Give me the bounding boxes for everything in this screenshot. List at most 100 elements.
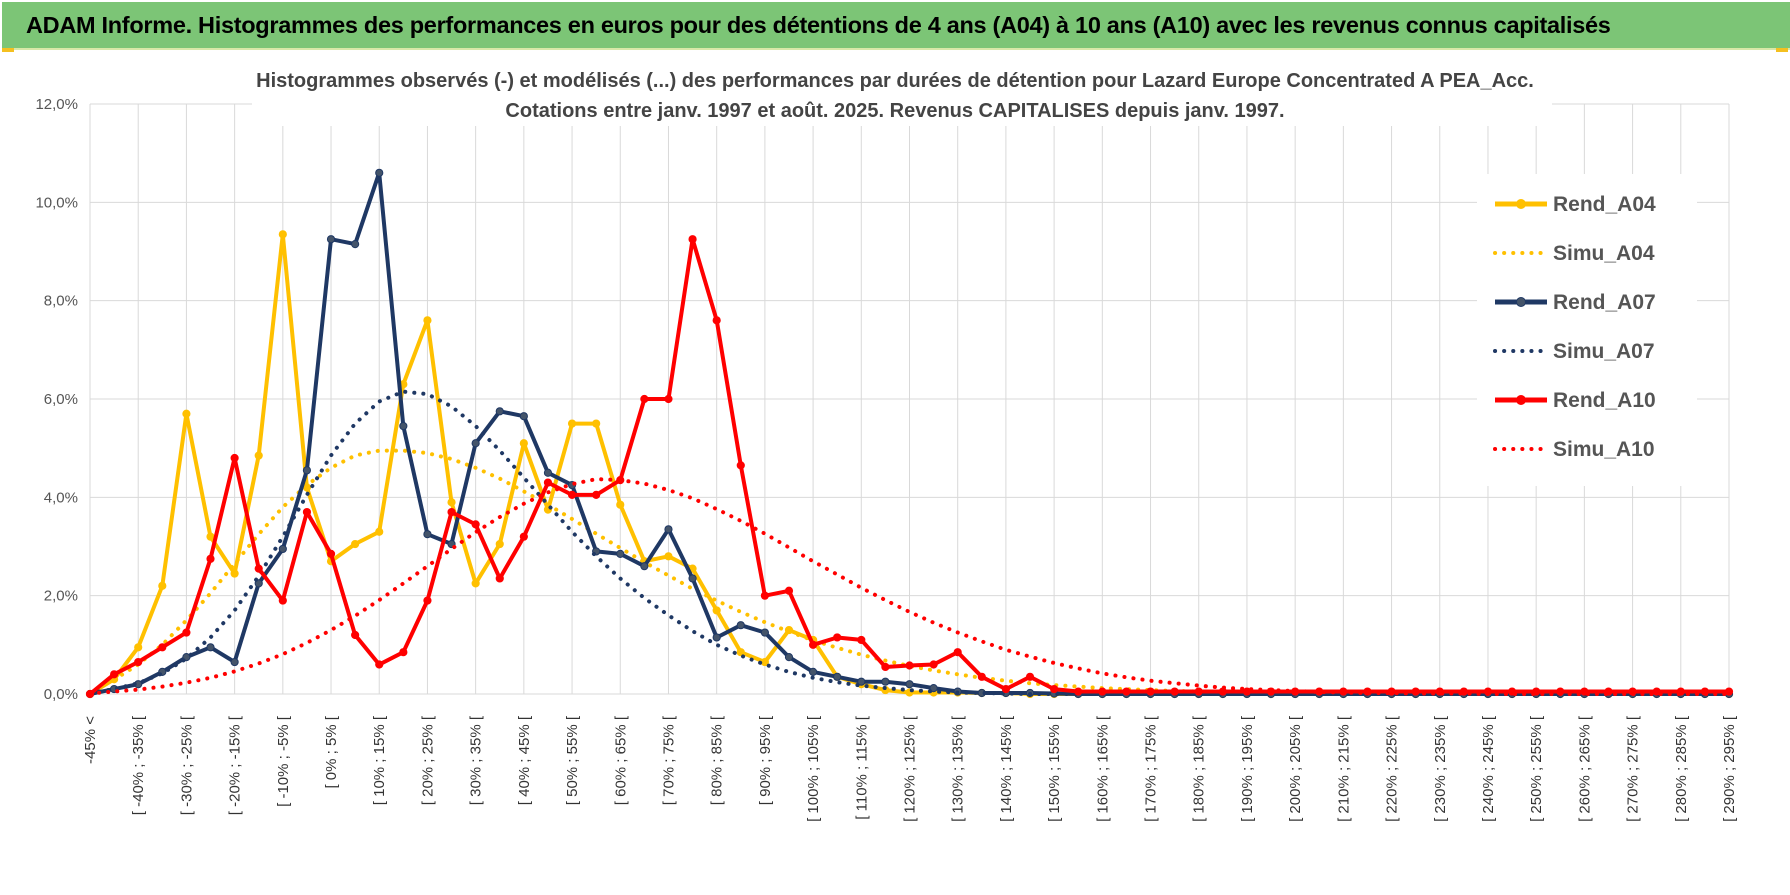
data-point-rend-a04 (423, 316, 432, 325)
data-point-rend-a10 (567, 490, 577, 499)
x-tick-label: [ 80% ; 85% [ (709, 715, 726, 805)
x-tick-label: [ 130% ; 135% [ (950, 715, 967, 822)
data-point-rend-a04 (519, 439, 528, 448)
data-point-rend-a10 (736, 461, 745, 470)
data-point-rend-a07 (519, 412, 528, 421)
data-point-rend-a07 (278, 544, 287, 554)
x-tick-label: [ 250% ; 255% [ (1528, 715, 1545, 822)
data-point-rend-a04 (278, 230, 287, 239)
legend-label-rend-a10[interactable]: Rend_A10 (1553, 389, 1656, 412)
x-tick-label: [ 150% ; 155% [ (1046, 715, 1063, 822)
performance-histogram-chart: 0,0% 2,0% 4,0% 6,0% 8,0% 10,0% 12,0% -45% < [ -… (35, 58, 1738, 822)
data-point-rend-a04 (254, 451, 263, 460)
x-tick-label: [ 20% ; 25% [ (419, 715, 436, 805)
data-point-rend-a07 (471, 439, 480, 448)
data-point-rend-a10 (712, 316, 721, 325)
x-tick-label: [ 110% ; 115% [ (853, 715, 870, 820)
data-point-rend-a10 (1122, 687, 1131, 696)
legend-marker-rend-a10 (1516, 395, 1526, 405)
report-banner: ADAM Informe. Histogrammes des performan… (2, 2, 1790, 50)
x-tick-label: [ -30% ; -25% [ (178, 715, 195, 815)
x-tick-label: [ 280% ; 285% [ (1673, 715, 1690, 822)
x-tick-label: [ 140% ; 145% [ (998, 715, 1015, 822)
legend-marker-rend-a04 (1516, 199, 1526, 209)
data-point-rend-a07 (760, 628, 769, 637)
data-point-rend-a10 (1146, 687, 1155, 696)
x-tick-label: [ 40% ; 45% [ (516, 715, 533, 805)
legend-label-simu-a07[interactable]: Simu_A07 (1553, 340, 1655, 363)
data-point-rend-a10 (110, 670, 119, 679)
report-title: ADAM Informe. Histogrammes des performan… (26, 11, 1611, 38)
data-point-rend-a10 (953, 648, 962, 657)
y-tick-label: 6,0% (44, 391, 78, 408)
data-point-rend-a04 (351, 539, 360, 549)
data-point-rend-a04 (206, 532, 215, 541)
data-point-rend-a10 (640, 394, 649, 404)
x-tick-label: -45% < (82, 716, 99, 764)
legend-label-rend-a07[interactable]: Rend_A07 (1553, 291, 1656, 314)
x-tick-label: [ -40% ; -35% [ (130, 715, 147, 815)
data-point-rend-a07 (808, 667, 818, 676)
title-background (252, 58, 1552, 126)
legend[interactable]: Rend_A04 Simu_A04 Rend_A07 Simu_A07 Rend_A10… (1477, 174, 1697, 486)
data-point-rend-a10 (808, 640, 818, 649)
y-tick-label: 2,0% (44, 588, 78, 605)
data-point-rend-a07 (784, 653, 794, 662)
y-tick-label: 10,0% (35, 194, 78, 211)
legend-label-simu-a04[interactable]: Simu_A04 (1553, 242, 1655, 265)
chart-subtitle: Cotations entre janv. 1997 et août. 2025… (505, 100, 1284, 122)
data-point-rend-a10 (543, 478, 553, 487)
x-tick-label: [ 190% ; 195% [ (1239, 715, 1256, 822)
data-point-rend-a10 (1652, 687, 1661, 696)
data-point-rend-a04 (158, 581, 167, 590)
data-point-rend-a10 (423, 596, 432, 605)
corner-accent (2, 48, 14, 52)
data-point-rend-a04 (375, 527, 384, 536)
data-point-rend-a04 (471, 579, 480, 588)
data-point-rend-a07 (905, 680, 914, 689)
data-point-rend-a10 (1001, 684, 1011, 694)
chart-area: 0,0% 2,0% 4,0% 6,0% 8,0% 10,0% 12,0% -45% < [ -… (2, 54, 1790, 890)
data-point-rend-a10 (519, 532, 528, 541)
x-tick-label: [ -10% ; -5% [ (275, 715, 292, 807)
grid (89, 103, 1730, 695)
legend-label-rend-a04[interactable]: Rend_A04 (1553, 193, 1656, 216)
data-point-rend-a04 (447, 498, 456, 507)
data-point-rend-a10 (1724, 687, 1734, 696)
data-point-rend-a04 (230, 569, 239, 578)
data-point-rend-a07 (206, 643, 215, 652)
data-point-rend-a10 (399, 648, 408, 657)
data-point-rend-a07 (495, 407, 504, 416)
x-tick-label: [ 30% ; 35% [ (468, 715, 485, 805)
data-point-rend-a10 (784, 586, 794, 595)
series-layer (85, 168, 1734, 699)
x-tick-label: [ 180% ; 185% [ (1191, 715, 1208, 822)
data-point-rend-a07 (375, 168, 384, 177)
x-tick-label: [ 170% ; 175% [ (1143, 715, 1160, 822)
data-point-rend-a07 (230, 657, 239, 667)
data-point-rend-a07 (736, 621, 745, 630)
data-point-rend-a07 (254, 579, 263, 588)
y-axis-ticks: 0,0% 2,0% 4,0% 6,0% 8,0% 10,0% 12,0% (35, 96, 78, 703)
x-tick-label: [ -20% ; -15% [ (227, 715, 244, 815)
data-point-rend-a10 (326, 549, 336, 558)
x-tick-label: [ 220% ; 225% [ (1384, 715, 1401, 822)
data-point-rend-a07 (712, 633, 721, 642)
data-point-rend-a04 (495, 539, 504, 549)
data-point-rend-a04 (592, 419, 601, 428)
data-point-rend-a04 (134, 643, 143, 652)
data-point-rend-a10 (905, 661, 914, 670)
data-point-rend-a04 (736, 648, 745, 657)
series-line-simu-a10 (88, 477, 1731, 696)
x-tick-label: [ 270% ; 275% [ (1625, 715, 1642, 822)
x-tick-label: [ 230% ; 235% [ (1432, 715, 1449, 822)
data-point-rend-a10 (351, 630, 360, 640)
x-tick-label: [ 290% ; 295% [ (1721, 715, 1738, 822)
data-point-rend-a04 (182, 409, 191, 418)
y-tick-label: 4,0% (44, 489, 78, 506)
x-axis-ticks: -45% < [ -40% ; -35% [ [ -30% ; -25% [ [ -2… (82, 715, 1738, 822)
data-point-rend-a07 (423, 530, 432, 539)
data-point-rend-a07 (857, 677, 866, 686)
legend-label-simu-a10[interactable]: Simu_A10 (1553, 438, 1655, 461)
